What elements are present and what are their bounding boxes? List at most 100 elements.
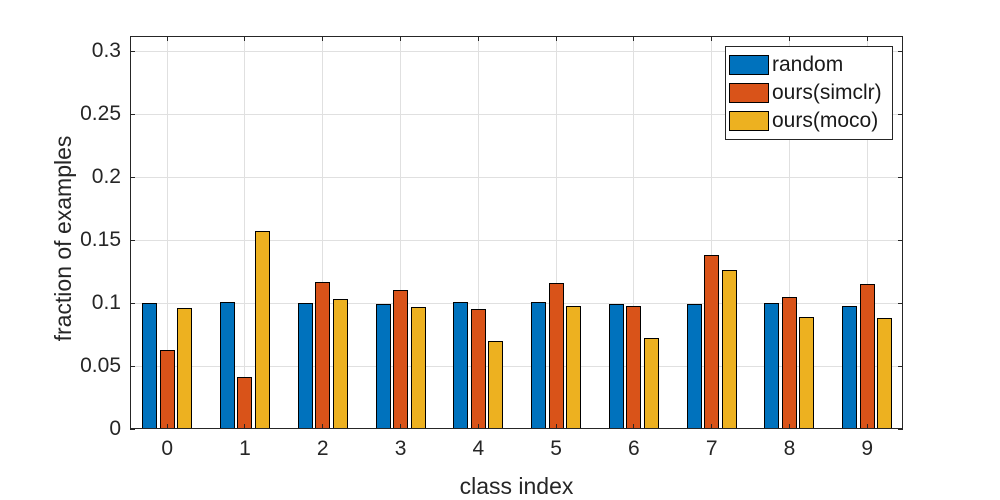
gridline-y-0.25: [130, 113, 903, 115]
y-tick-label-0.25: 0.25: [80, 102, 121, 126]
x-tick-bottom-2: [322, 424, 324, 429]
bar-ours(moco)-2: [332, 299, 348, 429]
bar-random-4: [453, 301, 469, 429]
y-tick-right-0.2: [898, 176, 903, 178]
y-tick-left-0.05: [130, 365, 135, 367]
x-tick-top-9: [866, 36, 868, 41]
x-tick-label-8: 8: [783, 437, 796, 460]
y-tick-left-0.2: [130, 176, 135, 178]
x-tick-top-8: [788, 36, 790, 41]
bar-random-9: [842, 305, 858, 429]
x-tick-bottom-3: [400, 424, 402, 429]
x-tick-bottom-5: [555, 424, 557, 429]
x-tick-bottom-8: [788, 424, 790, 429]
legend-swatch-ours(moco): [729, 111, 769, 131]
x-tick-bottom-4: [477, 424, 479, 429]
bar-ours(simclr)-8: [781, 296, 797, 429]
bar-ours(moco)-5: [566, 305, 582, 429]
gridline-x-6: [633, 36, 635, 429]
legend-label-ours(simclr): ours(simclr): [772, 81, 882, 104]
y-tick-right-0.1: [898, 302, 903, 304]
bar-ours(moco)-3: [410, 306, 426, 429]
bar-ours(moco)-1: [254, 231, 270, 429]
x-tick-label-9: 9: [861, 437, 874, 460]
gridline-y-0.1: [130, 302, 903, 304]
legend-label-random: random: [772, 53, 844, 76]
legend-row-random: random: [729, 51, 892, 79]
gridline-x-1: [244, 36, 246, 429]
gridline-y-0.3: [130, 50, 903, 52]
gridline-x-5: [555, 36, 557, 429]
x-tick-label-7: 7: [705, 437, 718, 460]
gridline-x-8: [788, 36, 790, 429]
gridline-x-0: [166, 36, 168, 429]
bar-random-7: [686, 304, 702, 429]
gridline-y-0.05: [130, 365, 903, 367]
y-tick-right-0.15: [898, 239, 903, 241]
bar-ours(simclr)-7: [704, 255, 720, 429]
bar-ours(simclr)-1: [237, 377, 253, 429]
x-tick-top-5: [555, 36, 557, 41]
x-tick-bottom-0: [166, 424, 168, 429]
legend-swatch-ours(simclr): [729, 83, 769, 103]
bar-random-1: [219, 301, 235, 429]
x-tick-label-4: 4: [472, 437, 485, 460]
bar-ours(moco)-7: [721, 270, 737, 429]
x-tick-top-4: [477, 36, 479, 41]
x-tick-bottom-6: [633, 424, 635, 429]
bar-random-0: [142, 303, 158, 429]
bar-ours(moco)-8: [799, 316, 815, 429]
bar-random-3: [375, 304, 391, 429]
gridline-x-7: [711, 36, 713, 429]
x-tick-label-5: 5: [550, 437, 562, 460]
y-tick-left-0.1: [130, 302, 135, 304]
x-tick-top-6: [633, 36, 635, 41]
y-tick-left-0.3: [130, 50, 135, 52]
y-tick-left-0: [130, 428, 135, 430]
x-tick-label-0: 0: [161, 437, 174, 460]
y-tick-label-0.05: 0.05: [80, 354, 121, 378]
legend-swatch-random: [729, 55, 769, 75]
y-tick-left-0.15: [130, 239, 135, 241]
x-tick-label-3: 3: [394, 437, 407, 460]
bar-ours(simclr)-5: [548, 282, 564, 429]
bar-ours(moco)-4: [488, 340, 504, 429]
gridline-x-4: [477, 36, 479, 429]
bar-ours(simclr)-0: [159, 349, 175, 429]
bar-ours(moco)-6: [643, 338, 659, 429]
x-tick-top-1: [244, 36, 246, 41]
x-tick-label-1: 1: [239, 437, 251, 460]
x-tick-top-2: [322, 36, 324, 41]
x-tick-bottom-7: [711, 424, 713, 429]
bar-ours(simclr)-6: [626, 305, 642, 429]
bar-ours(simclr)-3: [393, 290, 409, 429]
bar-ours(simclr)-9: [859, 284, 875, 429]
x-tick-label-6: 6: [628, 437, 640, 460]
y-tick-right-0.05: [898, 365, 903, 367]
bar-ours(simclr)-2: [315, 281, 331, 429]
x-tick-top-0: [166, 36, 168, 41]
y-tick-right-0.3: [898, 50, 903, 52]
legend-row-ours(simclr): ours(simclr): [729, 79, 892, 107]
bar-random-5: [531, 301, 547, 429]
legend-row-ours(moco): ours(moco): [729, 107, 892, 135]
y-tick-label-0.2: 0.2: [91, 165, 121, 189]
bar-ours(moco)-0: [177, 308, 193, 429]
x-tick-top-3: [400, 36, 402, 41]
bar-random-8: [764, 303, 780, 429]
x-tick-bottom-9: [866, 424, 868, 429]
bar-ours(moco)-9: [877, 318, 893, 429]
bar-random-2: [297, 303, 313, 429]
y-tick-label-0.3: 0.3: [91, 39, 121, 63]
gridline-x-9: [866, 36, 868, 429]
y-tick-label-0.1: 0.1: [91, 291, 121, 315]
legend-label-ours(moco): ours(moco): [772, 109, 879, 132]
bar-random-6: [608, 304, 624, 429]
y-tick-left-0.25: [130, 113, 135, 115]
y-tick-right-0: [898, 428, 903, 430]
legend: random ours(simclr) ours(moco): [725, 46, 893, 140]
gridline-y-0.2: [130, 176, 903, 178]
y-tick-label-0: 0: [109, 417, 121, 440]
x-tick-label-2: 2: [316, 437, 329, 460]
